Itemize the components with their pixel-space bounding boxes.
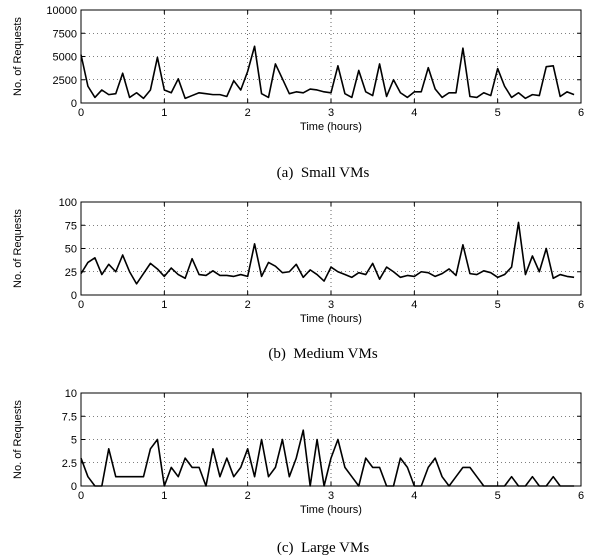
panel-c-xtick-label-1: 1 [161,490,167,502]
panel-c-caption: (c) Large VMs [277,540,369,556]
panel-a-series-line [80,45,575,100]
panel-a-ytick-label-1: 2500 [53,75,77,87]
panel-c-ylabel: No. of Requests [12,400,24,479]
panel-a-ytick-label-4: 10000 [46,5,77,17]
panel-c-xtick-label-4: 4 [411,490,417,502]
panel-a-ytick-label-3: 7500 [53,28,77,40]
panel-b-ytick-label-1: 25 [65,267,77,279]
panel-c-ytick-label-0: 0 [71,481,77,493]
panel-a-ytick-label-2: 5000 [53,52,77,64]
panel-c-series-line [80,429,575,487]
panel-a-caption: (a) Small VMs [277,165,370,181]
panel-b-ylabel: No. of Requests [12,209,24,288]
panel-b-xtick-label-0: 0 [78,299,84,311]
panel-b-xtick-label-4: 4 [411,299,417,311]
panel-c-ytick-label-1: 2.5 [62,458,77,470]
panel-c-xtick-label-6: 6 [578,490,584,502]
panel-b-caption: (b) Medium VMs [268,346,377,362]
panel-b-xtick-label-6: 6 [578,299,584,311]
panel-c-ytick-label-4: 10 [65,388,77,400]
panel-b-xtick-label-3: 3 [328,299,334,311]
panel-a-xtick-label-0: 0 [78,107,84,119]
panel-b-xlabel: Time (hours) [300,313,362,325]
panel-a-xtick-label-2: 2 [245,107,251,119]
panel-a-xtick-label-1: 1 [161,107,167,119]
panel-a-xlabel: Time (hours) [300,121,362,133]
panel-a-xtick-label-6: 6 [578,107,584,119]
panel-b-ytick-label-0: 0 [71,290,77,302]
panel-a-ytick-label-0: 0 [71,98,77,110]
panel-c-xtick-label-2: 2 [245,490,251,502]
panel-c-xtick-label-5: 5 [495,490,501,502]
panel-a-ylabel: No. of Requests [12,17,24,96]
panel-a-xtick-label-5: 5 [495,107,501,119]
panel-c-xtick-label-0: 0 [78,490,84,502]
panel-b-xtick-label-5: 5 [495,299,501,311]
panel-b-xtick-label-1: 1 [161,299,167,311]
panel-b-ytick-label-4: 100 [59,197,77,209]
panel-b-ytick-label-3: 75 [65,220,77,232]
panel-a-xtick-label-3: 3 [328,107,334,119]
panel-b-series-line [80,221,575,285]
panel-c-ytick-label-2: 5 [71,435,77,447]
panel-c-ytick-label-3: 7.5 [62,411,77,423]
panel-a-xtick-label-4: 4 [411,107,417,119]
panel-b-xtick-label-2: 2 [245,299,251,311]
panel-c-xtick-label-3: 3 [328,490,334,502]
panel-b-ytick-label-2: 50 [65,244,77,256]
panel-c-xlabel: Time (hours) [300,504,362,516]
